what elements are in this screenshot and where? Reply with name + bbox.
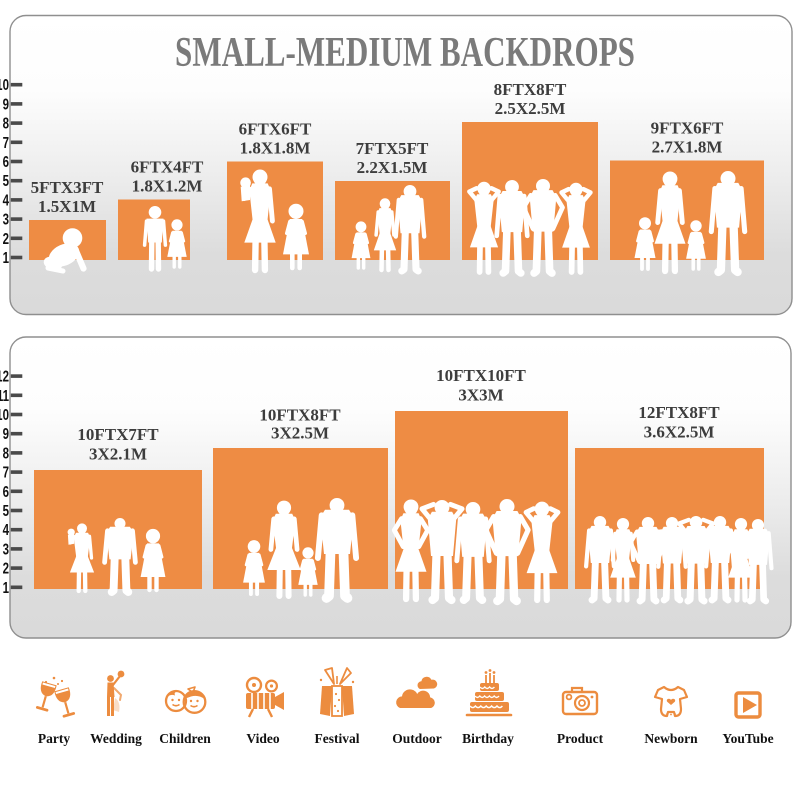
svg-text:Birthday: Birthday bbox=[462, 731, 514, 746]
svg-text:4: 4 bbox=[3, 520, 10, 538]
svg-text:10: 10 bbox=[0, 405, 9, 423]
svg-text:2.2X1.5M: 2.2X1.5M bbox=[357, 158, 428, 177]
svg-text:SMALL-MEDIUM BACKDROPS: SMALL-MEDIUM BACKDROPS bbox=[175, 29, 635, 76]
svg-text:12FTX8FT: 12FTX8FT bbox=[638, 403, 720, 422]
svg-text:7FTX5FT: 7FTX5FT bbox=[356, 139, 429, 158]
svg-text:Children: Children bbox=[159, 731, 211, 746]
svg-text:10FTX8FT: 10FTX8FT bbox=[259, 406, 341, 425]
svg-text:Festival: Festival bbox=[315, 731, 360, 746]
svg-text:3: 3 bbox=[3, 539, 10, 557]
svg-text:12: 12 bbox=[0, 367, 9, 385]
svg-text:8FTX8FT: 8FTX8FT bbox=[494, 80, 567, 99]
svg-text:2: 2 bbox=[3, 559, 10, 577]
svg-text:2.5X2.5M: 2.5X2.5M bbox=[495, 99, 566, 118]
svg-text:2: 2 bbox=[3, 229, 10, 247]
svg-text:Video: Video bbox=[246, 731, 279, 746]
svg-text:1: 1 bbox=[3, 248, 10, 266]
svg-text:6: 6 bbox=[3, 482, 10, 500]
svg-text:5FTX3FT: 5FTX3FT bbox=[31, 178, 104, 197]
svg-text:10: 10 bbox=[0, 75, 9, 93]
svg-text:Newborn: Newborn bbox=[644, 731, 698, 746]
svg-text:6: 6 bbox=[3, 152, 10, 170]
svg-text:5: 5 bbox=[3, 501, 10, 519]
svg-text:2.7X1.8M: 2.7X1.8M bbox=[652, 138, 723, 157]
svg-text:6FTX4FT: 6FTX4FT bbox=[131, 158, 204, 177]
svg-text:Party: Party bbox=[38, 731, 70, 746]
svg-text:Product: Product bbox=[557, 731, 604, 746]
svg-text:8: 8 bbox=[3, 443, 10, 461]
svg-text:1: 1 bbox=[3, 578, 10, 596]
svg-text:7: 7 bbox=[3, 463, 10, 481]
svg-text:3X2.5M: 3X2.5M bbox=[271, 424, 329, 443]
svg-text:1.8X1.2M: 1.8X1.2M bbox=[132, 177, 203, 196]
svg-text:10FTX10FT: 10FTX10FT bbox=[436, 366, 526, 385]
svg-text:10FTX7FT: 10FTX7FT bbox=[77, 425, 159, 444]
svg-text:3X3M: 3X3M bbox=[458, 386, 503, 405]
svg-text:11: 11 bbox=[0, 386, 9, 404]
svg-text:1.8X1.8M: 1.8X1.8M bbox=[240, 139, 311, 158]
svg-text:Outdoor: Outdoor bbox=[392, 731, 442, 746]
svg-text:1.5X1M: 1.5X1M bbox=[38, 197, 96, 216]
svg-text:Wedding: Wedding bbox=[90, 731, 142, 746]
svg-text:3X2.1M: 3X2.1M bbox=[89, 445, 147, 464]
svg-text:8: 8 bbox=[3, 114, 10, 132]
svg-text:9: 9 bbox=[3, 94, 10, 112]
svg-text:3.6X2.5M: 3.6X2.5M bbox=[644, 423, 715, 442]
svg-text:5: 5 bbox=[3, 171, 10, 189]
svg-text:7: 7 bbox=[3, 133, 10, 151]
svg-text:3: 3 bbox=[3, 210, 10, 228]
svg-text:9: 9 bbox=[3, 424, 10, 442]
svg-text:6FTX6FT: 6FTX6FT bbox=[239, 120, 312, 139]
svg-text:YouTube: YouTube bbox=[722, 731, 773, 746]
svg-text:4: 4 bbox=[3, 190, 10, 208]
svg-text:9FTX6FT: 9FTX6FT bbox=[651, 119, 724, 138]
